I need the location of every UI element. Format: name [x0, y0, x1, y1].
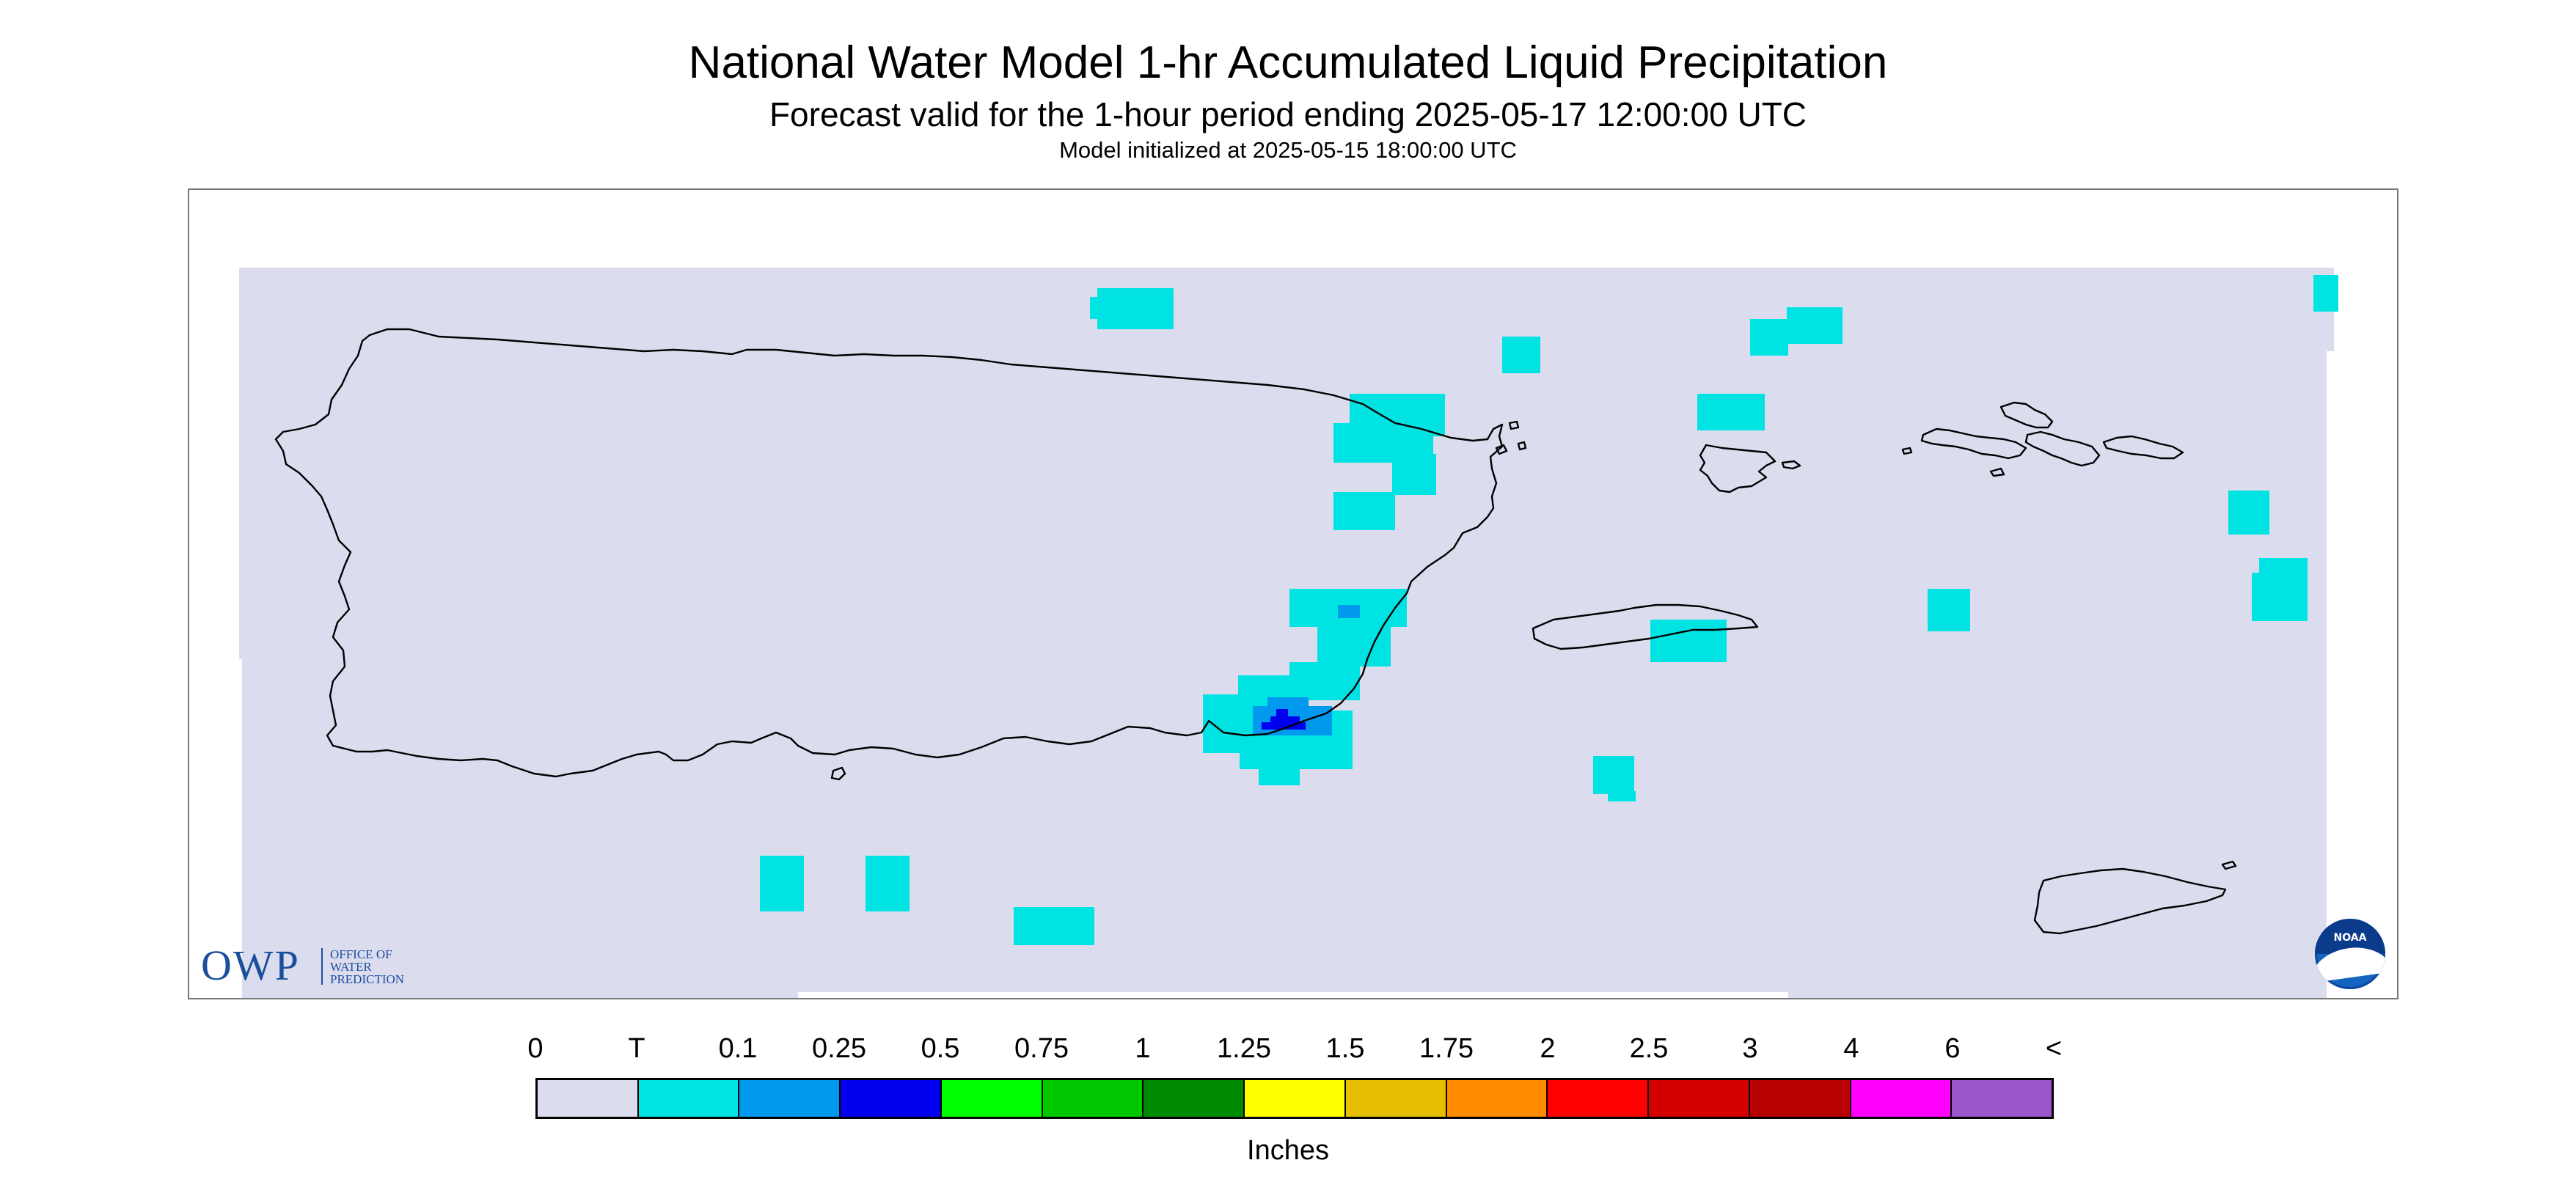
map-canvas: [239, 268, 2338, 998]
colorbar-label-6: 1: [1135, 1033, 1151, 1064]
colorbar-label-1: T: [628, 1033, 645, 1064]
islet-c: [1517, 441, 1527, 451]
puerto-rico-coastline: [274, 328, 1504, 778]
noaa-logo: NOAA: [2315, 919, 2385, 989]
colorbar-label-7: 1.25: [1217, 1033, 1271, 1064]
owp-logo-line-1: OFFICE OF: [330, 947, 392, 961]
colorbar-label-15: <: [2045, 1033, 2063, 1064]
colorbar-label-13: 4: [1843, 1033, 1859, 1064]
owp-logo-letters: OWP: [201, 941, 300, 989]
colorbar-label-10: 2: [1540, 1033, 1556, 1064]
islet-d: [1901, 447, 1913, 455]
culebra-coastline: [1699, 444, 1777, 493]
coastlines: [274, 328, 2237, 935]
colorbar-swatch-5: [1042, 1080, 1144, 1117]
islet-b: [1508, 420, 1520, 430]
colorbar-swatch-4: [941, 1080, 1043, 1117]
colorbar-label-12: 3: [1742, 1033, 1758, 1064]
virgin-gorda-coastline: [2102, 435, 2184, 460]
colorbar-label-8: 1.5: [1325, 1033, 1365, 1064]
islet-a: [1495, 444, 1508, 455]
colorbar-label-0: 0: [527, 1033, 544, 1064]
mona-island-coastline: [830, 766, 846, 781]
colorbar-label-3: 0.25: [812, 1033, 866, 1064]
owp-logo-text: OFFICE OF WATER PREDICTION: [330, 948, 404, 985]
colorbar-label-11: 2.5: [1629, 1033, 1669, 1064]
st-croix-coastline: [2033, 867, 2227, 935]
colorbar-label-4: 0.5: [921, 1033, 960, 1064]
colorbar-swatch-0: [538, 1080, 639, 1117]
noaa-logo-label: NOAA: [2333, 932, 2367, 944]
colorbar-swatch-3: [841, 1080, 942, 1117]
precipitation-map: OWP OFFICE OF WATER PREDICTION NOAA: [188, 188, 2398, 999]
colorbar-swatch-6: [1144, 1080, 1245, 1117]
vieques-coastline: [1532, 603, 1759, 650]
colorbar-swatch-9: [1446, 1080, 1548, 1117]
colorbar-swatch-7: [1245, 1080, 1346, 1117]
colorbar-swatch-11: [1649, 1080, 1750, 1117]
colorbar-swatch-2: [739, 1080, 841, 1117]
st-thomas-coastline: [1920, 427, 2027, 460]
owp-logo-line-3: PREDICTION: [330, 972, 405, 986]
owp-logo-line-2: WATER: [330, 960, 372, 974]
model-domain-area: [239, 268, 2334, 998]
colorbar-swatch-13: [1851, 1080, 1953, 1117]
islet-e: [1989, 467, 2005, 477]
colorbar-label-14: 6: [1944, 1033, 1961, 1064]
tortola-coastline: [1999, 401, 2054, 429]
forecast-valid-subtitle: Forecast valid for the 1-hour period end…: [769, 95, 1807, 133]
colorbar-swatch-8: [1345, 1080, 1447, 1117]
owp-logo-divider: [321, 948, 323, 985]
islet-f: [2221, 860, 2237, 870]
colorbar-label-2: 0.1: [718, 1033, 758, 1064]
culebra-islet-coastline: [1781, 460, 1801, 470]
colorbar: [535, 1078, 2054, 1119]
colorbar-swatch-12: [1749, 1080, 1851, 1117]
colorbar-label-9: 1.75: [1419, 1033, 1474, 1064]
map-title: National Water Model 1-hr Accumulated Li…: [688, 37, 1888, 88]
colorbar-swatch-1: [638, 1080, 740, 1117]
colorbar-units: Inches: [1247, 1135, 1329, 1166]
colorbar-label-5: 0.75: [1014, 1033, 1069, 1064]
precip-light-blue-cells: [1253, 605, 1360, 735]
st-john-coastline: [2024, 430, 2101, 467]
colorbar-swatch-14: [1952, 1080, 2052, 1117]
colorbar-labels: 0 T 0.1 0.25 0.5 0.75 1 1.25 1.5 1.75 2 2.5 3 4 6 <: [527, 1031, 2062, 1066]
colorbar-swatch-10: [1548, 1080, 1650, 1117]
model-init-text: Model initialized at 2025-05-15 18:00:00…: [1059, 137, 1517, 163]
